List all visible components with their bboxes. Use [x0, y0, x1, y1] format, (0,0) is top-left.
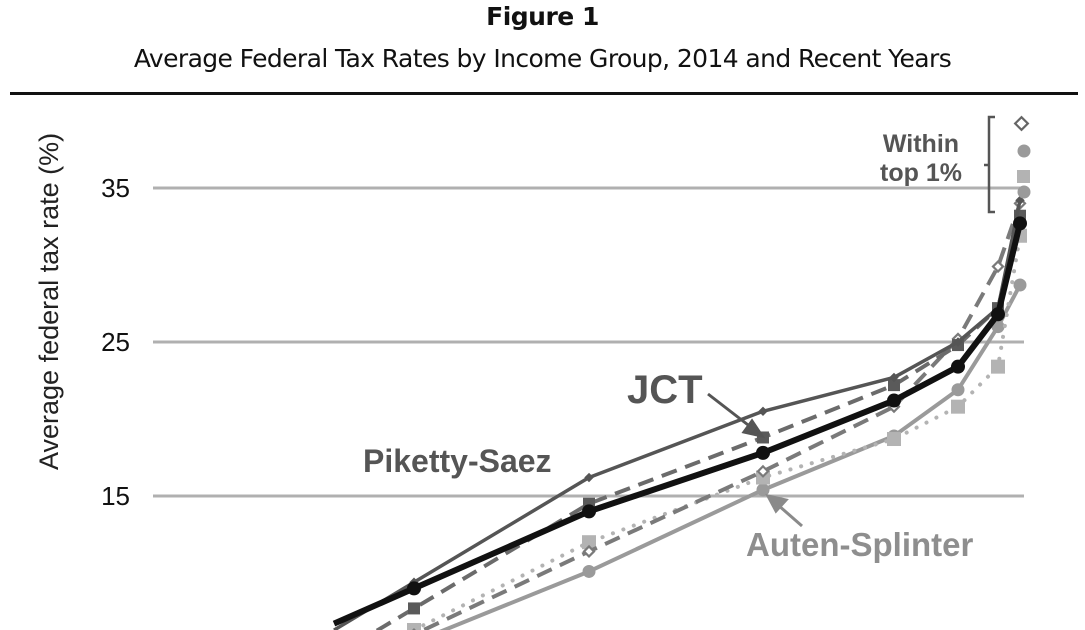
- data-point-marker: [756, 483, 770, 497]
- piketty-saez-label: Piketty-Saez: [363, 443, 552, 479]
- y-tick-15: 15: [101, 481, 130, 511]
- data-point-marker: [1013, 278, 1027, 292]
- auten-splinter-label: Auten-Splinter: [746, 526, 974, 563]
- open-diamond-marker: [1013, 115, 1030, 132]
- data-point-marker: [951, 383, 965, 397]
- data-point-marker: [991, 259, 1005, 274]
- within-top-1pct-label: Within top 1%: [880, 130, 962, 188]
- data-point-marker: [887, 432, 901, 447]
- series-baseline-2014-: [332, 216, 1027, 627]
- top1-bracket: [984, 115, 995, 214]
- y-tick-35: 35: [101, 173, 130, 203]
- y-tick-25: 25: [101, 327, 130, 357]
- data-point-marker: [582, 504, 596, 519]
- top1-markers: [1013, 115, 1031, 199]
- data-point-marker: [584, 472, 594, 483]
- data-point-marker: [953, 337, 963, 347]
- jct-arrow: [707, 392, 766, 439]
- square-marker: [1017, 170, 1030, 183]
- within-label-line1: Within: [882, 130, 960, 158]
- data-point-marker: [951, 359, 965, 374]
- data-point-marker: [887, 393, 901, 408]
- title-divider: [10, 92, 1078, 95]
- data-point-marker: [756, 445, 770, 460]
- data-point-marker: [991, 307, 1005, 322]
- data-point-marker: [582, 535, 596, 550]
- chart-title: Average Federal Tax Rates by Income Grou…: [133, 44, 952, 73]
- circle-marker: [1017, 185, 1031, 199]
- series-layer: [332, 195, 1027, 630]
- data-point-marker: [756, 464, 770, 478]
- data-point-marker: [951, 399, 965, 414]
- series-dotted-light-gray-square-: [407, 228, 1027, 630]
- data-point-marker: [407, 581, 421, 596]
- series-piketty-saez: [333, 195, 1025, 630]
- circle-marker: [1017, 144, 1031, 158]
- data-point-marker: [758, 406, 768, 417]
- data-point-marker: [408, 602, 420, 615]
- data-point-marker: [582, 544, 596, 558]
- data-point-marker: [407, 622, 421, 630]
- data-point-marker: [582, 564, 596, 578]
- jct-label: JCT: [627, 368, 703, 412]
- figure-label: Figure 1: [486, 2, 599, 31]
- data-point-marker: [991, 359, 1005, 374]
- data-point-marker: [1015, 195, 1025, 206]
- data-point-marker: [889, 372, 899, 383]
- gridlines: [153, 186, 1024, 498]
- within-label-line2: top 1%: [880, 159, 962, 187]
- data-point-marker: [1013, 216, 1027, 231]
- data-point-marker: [888, 379, 900, 392]
- auten-splinter-arrow: [765, 493, 803, 528]
